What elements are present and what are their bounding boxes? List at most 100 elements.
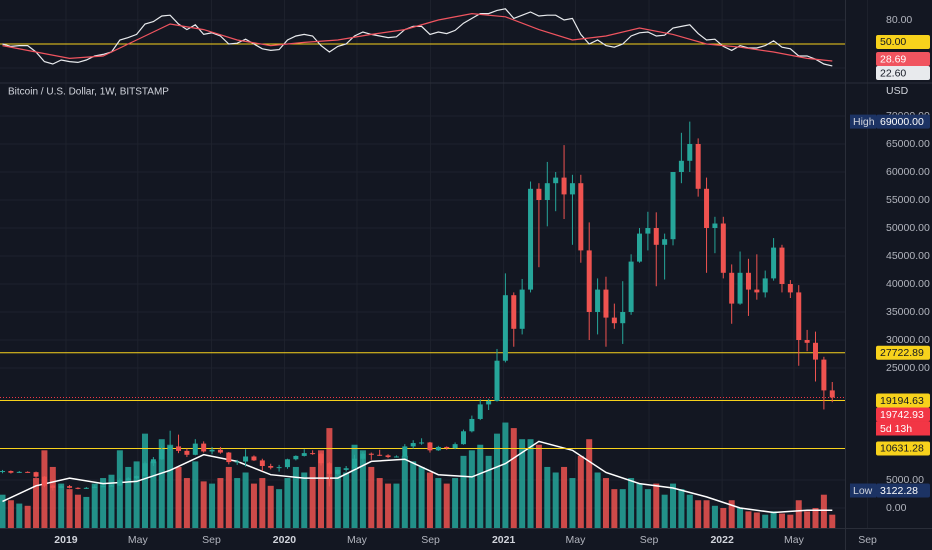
- volume-bar: [83, 496, 90, 528]
- candle-body: [720, 223, 726, 273]
- candle-body: [393, 456, 399, 458]
- rsi-ma-label-box: [876, 52, 930, 66]
- volume-bar: [7, 500, 14, 528]
- volume-bar: [552, 472, 559, 528]
- low-name: Low: [853, 485, 873, 497]
- candle-body: [0, 471, 6, 473]
- candle-body: [628, 261, 634, 313]
- volume-bar: [485, 455, 492, 528]
- candle-body: [125, 478, 131, 481]
- candle-body: [226, 452, 232, 463]
- y-tick-label: 40000.00: [886, 278, 930, 290]
- candle-body: [67, 486, 73, 488]
- volume-bar: [359, 450, 366, 528]
- candle-body: [402, 446, 408, 457]
- rsi-pane: [0, 8, 845, 67]
- candle-body: [176, 446, 182, 451]
- candle-body: [645, 227, 651, 234]
- volume-bar: [267, 485, 274, 528]
- candle-body: [636, 233, 642, 262]
- candle-body: [134, 476, 140, 479]
- volume-bar: [343, 472, 350, 528]
- candle-body: [217, 449, 223, 453]
- candle-body: [611, 317, 617, 324]
- x-tick-label: Sep: [858, 534, 877, 546]
- axis-labels: 50.00 28.69 22.60 High 69000.00 27722.89 19194…: [850, 34, 930, 498]
- candle-body: [502, 295, 508, 361]
- candle-body: [8, 471, 14, 473]
- volume-bar: [477, 444, 484, 528]
- candle-body: [771, 247, 777, 279]
- rsi-value-label-box: [876, 66, 930, 80]
- high-value-label: 69000.00: [880, 116, 924, 128]
- candle-body: [678, 160, 684, 172]
- volume-bar: [762, 514, 769, 528]
- level-label-box: [876, 441, 930, 456]
- countdown-label: 5d 13h: [880, 423, 912, 435]
- volume-bar: [158, 439, 165, 528]
- volume-bar: [200, 481, 207, 528]
- volume-bar: [753, 512, 760, 528]
- volume-bar: [250, 483, 257, 528]
- candle-body: [754, 289, 760, 293]
- candle-body: [662, 239, 668, 245]
- candle-body: [159, 449, 165, 460]
- volume-bar: [393, 483, 400, 528]
- candle-body: [310, 453, 316, 455]
- volume-bar: [133, 461, 140, 528]
- volume-bar: [611, 489, 618, 528]
- candle-body: [167, 446, 173, 450]
- volume-bar: [141, 433, 148, 528]
- candle-body: [33, 472, 39, 477]
- candle-body: [779, 247, 785, 285]
- price-pane: [0, 121, 845, 528]
- candle-body: [704, 188, 710, 228]
- candle-body: [460, 431, 466, 445]
- volume-bar: [594, 472, 601, 528]
- candle-body: [108, 485, 114, 487]
- volume-bar: [577, 455, 584, 528]
- candle-body: [745, 272, 751, 290]
- candle-body: [75, 487, 81, 489]
- volume-bar: [276, 489, 283, 528]
- level-label-box: [876, 345, 930, 360]
- volume-bar: [452, 478, 459, 528]
- candle-body: [477, 404, 483, 419]
- volume-bar: [561, 466, 568, 528]
- low-value-label: 3122.28: [880, 485, 918, 497]
- candle-body: [544, 183, 550, 200]
- x-tick-label: May: [784, 534, 805, 546]
- volume-bar: [49, 466, 56, 528]
- volume-bar: [695, 500, 702, 528]
- volume-bar: [401, 455, 408, 528]
- volume-bar: [820, 494, 827, 528]
- volume-bar: [678, 489, 685, 528]
- y-tick-label: 65000.00: [886, 138, 930, 150]
- volume-bar: [787, 514, 794, 528]
- candle-body: [100, 486, 106, 488]
- candle-body: [670, 171, 676, 240]
- volume-bar: [301, 472, 308, 528]
- candle-body: [603, 289, 609, 318]
- candle-body: [813, 342, 818, 360]
- y-tick-label: 60000.00: [886, 166, 930, 178]
- y-tick-label: 25000.00: [886, 362, 930, 374]
- y-tick-label: 5000.00: [886, 474, 924, 486]
- volume-bar: [418, 466, 425, 528]
- high-name-box: [850, 114, 876, 129]
- volume-bar: [242, 472, 249, 528]
- volume-bar: [619, 489, 626, 528]
- volume-bar: [602, 478, 609, 528]
- candle-body: [368, 453, 374, 455]
- candle-body: [620, 312, 626, 324]
- volume-bar: [711, 505, 718, 528]
- candle-body: [528, 188, 534, 290]
- candle-body: [511, 295, 517, 329]
- candle-body: [352, 458, 358, 469]
- volume-bar: [376, 478, 383, 528]
- candle-body: [259, 460, 265, 467]
- candle-body: [201, 443, 207, 452]
- candle-body: [469, 418, 475, 432]
- candle-body: [318, 453, 324, 464]
- volume-bar: [745, 511, 752, 528]
